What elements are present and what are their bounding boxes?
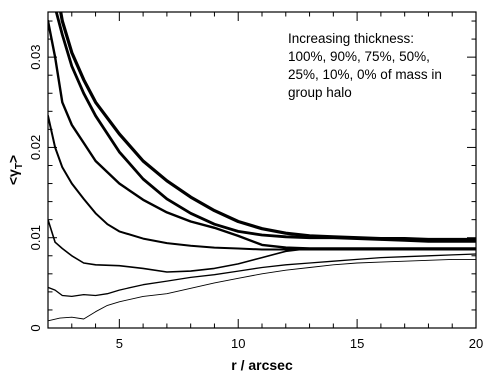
y-tick-label: 0.03 — [28, 44, 43, 69]
annotation: Increasing thickness: 100%, 90%, 75%, 50… — [288, 31, 442, 100]
y-label-subscript: T — [14, 163, 25, 169]
annotation-line-4: group halo — [288, 85, 352, 100]
series-line-6 — [48, 253, 476, 298]
annotation-line-1: Increasing thickness: — [288, 31, 414, 46]
y-tick-label: 0.02 — [28, 135, 43, 160]
y-axis-label: <γT> — [5, 155, 25, 185]
x-tick-label: 10 — [231, 336, 245, 351]
series-line-7 — [48, 258, 476, 322]
x-tick-label: 20 — [469, 336, 483, 351]
svg-text:<γT>: <γT> — [5, 155, 25, 185]
annotation-line-2: 100%, 90%, 75%, 50%, — [288, 49, 430, 64]
x-axis-label: r / arcsec — [231, 357, 293, 373]
y-label-main: <γ — [5, 169, 21, 185]
annotation-line-3: 25%, 10%, 0% of mass in — [288, 67, 442, 82]
tick-labels: 5 10 15 20 0 0.01 0.02 0.03 — [28, 44, 483, 351]
x-tick-label: 5 — [116, 336, 123, 351]
series-line-4 — [48, 114, 476, 251]
series-line-5 — [48, 218, 476, 273]
y-tick-label: 0 — [28, 324, 43, 331]
y-tick-label: 0.01 — [28, 225, 43, 250]
series-line-2 — [54, 12, 476, 243]
data-series — [48, 12, 476, 322]
y-label-close: > — [5, 155, 21, 163]
x-tick-label: 15 — [350, 336, 364, 351]
